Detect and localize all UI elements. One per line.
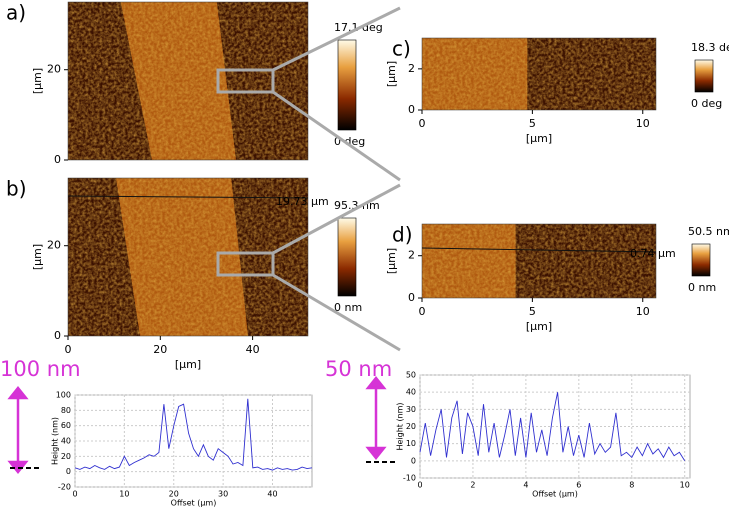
y-tick-label: 20: [47, 239, 61, 252]
colorbar: [691, 243, 711, 277]
afm-texture: [422, 224, 656, 298]
y-tick-label: 30: [406, 405, 416, 414]
colorbar-min-label: 0 nm: [334, 301, 362, 314]
x-tick-label: 0: [417, 481, 422, 490]
baseline-marks: [10, 461, 398, 469]
panel-label: a): [6, 1, 26, 25]
colorbar-max-label: 50.5 nm: [688, 225, 729, 238]
colorbar: [337, 39, 357, 131]
afm-image-frame: [421, 37, 657, 111]
y-tick-label: -10: [403, 474, 416, 483]
y-tick-label: 40: [406, 388, 416, 397]
panel-label: b): [6, 177, 27, 201]
x-tick-label: 30: [218, 490, 228, 499]
x-axis-label: [µm]: [526, 320, 552, 333]
profile-length-label: 19.73 µm: [276, 195, 329, 208]
x-tick-label: 20: [153, 343, 167, 356]
x-tick-label: 2: [470, 481, 475, 490]
x-axis-label: [µm]: [526, 132, 552, 145]
x-tick-label: 10: [636, 117, 650, 130]
x-axis-label: Offset (µm): [171, 499, 217, 507]
afm-image-frame: [421, 223, 657, 299]
afm-texture: [68, 178, 308, 336]
y-axis-label: Height (nm): [396, 402, 405, 450]
x-tick-label: 0: [419, 305, 426, 318]
y-tick-label: 0: [408, 103, 415, 116]
y-tick-label: 10: [406, 439, 416, 448]
x-tick-label: 5: [529, 305, 536, 318]
y-tick-label: 2: [408, 62, 415, 75]
y-tick-label: 20: [406, 422, 416, 431]
x-tick-label: 6: [576, 481, 581, 490]
afm-image-frame: [67, 177, 309, 337]
afm-image-frame: [67, 1, 309, 161]
x-tick-label: 10: [680, 481, 690, 490]
profile-length-label: 0.74 µm: [630, 247, 676, 260]
y-tick-label: 0: [66, 467, 71, 476]
profile-line: [74, 398, 313, 471]
scale-annotation: 100 nm: [0, 357, 81, 381]
profile-line: [421, 247, 657, 253]
y-tick-label: 40: [61, 437, 71, 446]
x-tick-label: 0: [65, 343, 72, 356]
y-axis-label: [µm]: [31, 68, 44, 94]
y-tick-label: 0: [54, 329, 61, 342]
y-tick-label: 2: [408, 249, 415, 262]
x-tick-label: 40: [246, 343, 260, 356]
y-axis-label: Height (nm): [51, 417, 60, 465]
afm-texture: [422, 38, 656, 110]
colorbar: [337, 217, 357, 297]
x-tick-label: 20: [169, 490, 179, 499]
colorbar-min-label: 0 deg: [691, 97, 722, 110]
y-tick-label: 0: [408, 291, 415, 304]
x-tick-label: 5: [529, 117, 536, 130]
x-tick-label: 10: [119, 490, 129, 499]
y-tick-label: 20: [47, 63, 61, 76]
y-tick-label: -20: [58, 483, 71, 492]
profile-line: [419, 392, 686, 462]
colorbar-max-label: 18.3 deg: [691, 41, 729, 54]
y-tick-label: 100: [56, 391, 71, 400]
scale-annotation: 50 nm: [325, 357, 392, 381]
x-tick-label: 8: [629, 481, 634, 490]
colorbar: [694, 59, 714, 93]
x-tick-label: 40: [267, 490, 277, 499]
panel-label: d): [392, 223, 413, 247]
zoom-guides: [216, 6, 401, 352]
y-tick-label: 0: [411, 456, 416, 465]
y-tick-label: 60: [61, 421, 71, 430]
y-tick-label: 0: [54, 153, 61, 166]
panel-label: c): [392, 37, 411, 61]
y-tick-label: 20: [61, 452, 71, 461]
y-axis-label: [µm]: [31, 244, 44, 270]
y-tick-label: 80: [61, 406, 71, 415]
colorbar-min-label: 0 nm: [688, 281, 716, 294]
x-tick-label: 10: [636, 305, 650, 318]
y-axis-label: [µm]: [385, 248, 398, 274]
x-axis-label: [µm]: [175, 358, 201, 371]
x-tick-label: 0: [72, 490, 77, 499]
y-axis-label: [µm]: [385, 61, 398, 87]
afm-texture: [68, 2, 308, 160]
x-tick-label: 4: [523, 481, 528, 490]
x-tick-label: 0: [419, 117, 426, 130]
profile-line: [67, 195, 309, 199]
y-tick-label: 50: [406, 371, 416, 380]
x-axis-label: Offset (µm): [532, 490, 578, 499]
